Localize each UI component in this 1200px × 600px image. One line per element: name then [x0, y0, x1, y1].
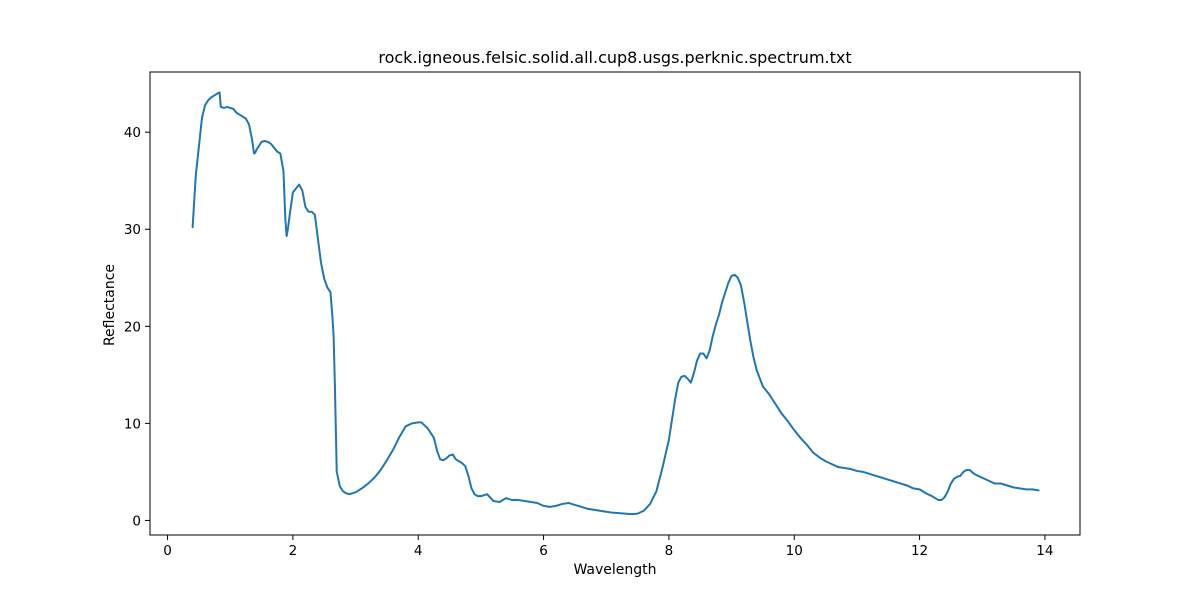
plot-frame [149, 71, 1081, 536]
y-tick-label: 10 [124, 416, 141, 432]
y-tick-label: 30 [124, 222, 141, 238]
series-group [191, 91, 1040, 516]
x-tick-label: 6 [539, 543, 548, 559]
x-tick-label: 8 [665, 543, 674, 559]
x-tick-label: 14 [1036, 543, 1053, 559]
x-tick-label: 0 [163, 543, 172, 559]
x-tick-label: 4 [414, 543, 423, 559]
x-axis-label: Wavelength [573, 562, 656, 578]
y-tick-label: 20 [124, 319, 141, 335]
plot-area: 0 2 4 6 8 10 12 14 0 10 20 30 40 [124, 71, 1081, 559]
series-line [191, 91, 1040, 516]
x-tick-label: 12 [911, 543, 928, 559]
x-tick-label: 2 [289, 543, 298, 559]
x-tick-label: 10 [786, 543, 803, 559]
x-axis: 0 2 4 6 8 10 12 14 [163, 535, 1053, 559]
y-axis: 0 10 20 30 40 [124, 125, 150, 529]
y-tick-label: 40 [124, 125, 141, 141]
chart-title: rock.igneous.felsic.solid.all.cup8.usgs.… [378, 48, 851, 67]
y-tick-label: 0 [132, 513, 141, 529]
y-axis-label: Reflectance [102, 264, 118, 346]
